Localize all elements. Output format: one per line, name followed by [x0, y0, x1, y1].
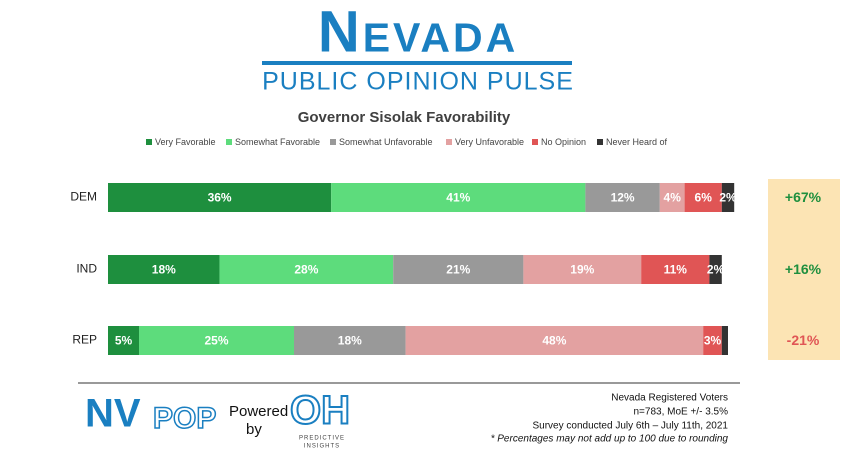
data-label: 2%	[707, 263, 725, 277]
logo-insights: INSIGHTS	[304, 444, 340, 450]
data-label: 6%	[695, 191, 713, 205]
footer-note: * Percentages may not add up to 100 due …	[491, 434, 729, 445]
bar-segment	[294, 326, 406, 355]
logo-powered: Powered	[229, 403, 288, 420]
footer-note: Survey conducted July 6th – July 11th, 2…	[533, 421, 729, 432]
bar-segment	[721, 326, 728, 355]
logo-by: by	[246, 421, 262, 438]
data-label: 12%	[611, 191, 635, 205]
category-label: IND	[76, 262, 97, 276]
bar-segment	[405, 326, 704, 355]
data-label: 41%	[446, 191, 470, 205]
legend-swatch	[597, 139, 603, 145]
data-label: 18%	[338, 334, 362, 348]
bar-segment	[108, 183, 332, 212]
bar-segment	[721, 183, 735, 212]
legend-swatch	[226, 139, 232, 145]
bar-segment	[108, 255, 220, 284]
data-label: 2%	[719, 191, 737, 205]
chart-title: Governor Sisolak Favorability	[298, 109, 511, 126]
data-label: 19%	[570, 263, 594, 277]
category-label: REP	[72, 333, 97, 347]
header-subtitle: PUBLIC OPINION PULSE	[262, 68, 574, 96]
bar-segment	[523, 255, 642, 284]
bar-segment	[709, 255, 722, 284]
header-title: Nevada	[318, 0, 518, 64]
bar-segment	[219, 255, 394, 284]
bar-segment	[108, 326, 139, 355]
footer-note: n=783, MoE +/- 3.5%	[633, 407, 728, 418]
net-box	[768, 179, 840, 360]
legend-label: Never Heard of	[606, 137, 668, 147]
bar-segment	[585, 183, 660, 212]
header-rule	[262, 61, 572, 65]
logo-pop: POP	[153, 402, 216, 435]
legend-label: Somewhat Unfavorable	[339, 137, 433, 147]
category-label: DEM	[70, 190, 97, 204]
data-label: 36%	[208, 191, 232, 205]
bar-segment	[684, 183, 722, 212]
bar-segment	[641, 255, 710, 284]
data-label: 28%	[294, 263, 318, 277]
bar-segment	[331, 183, 586, 212]
data-label: 11%	[664, 263, 688, 277]
net-label: +16%	[785, 261, 822, 277]
data-label: 4%	[664, 191, 682, 205]
net-label: -21%	[787, 332, 820, 348]
data-label: 3%	[704, 334, 722, 348]
legend-label: Somewhat Favorable	[235, 137, 320, 147]
legend-swatch	[532, 139, 538, 145]
data-label: 18%	[152, 263, 176, 277]
bar-segment	[659, 183, 685, 212]
legend-swatch	[330, 139, 336, 145]
footer-note: Nevada Registered Voters	[611, 393, 728, 404]
legend-swatch	[446, 139, 452, 145]
data-label: 25%	[204, 334, 228, 348]
logo-predictive: PREDICTIVE	[299, 436, 345, 442]
bar-segment	[703, 326, 722, 355]
legend-label: No Opinion	[541, 137, 586, 147]
data-label: 21%	[446, 263, 470, 277]
net-label: +67%	[785, 189, 822, 205]
logo-nv: NV	[85, 392, 141, 436]
legend-label: Very Favorable	[155, 137, 216, 147]
logo-oh: OH	[290, 389, 350, 433]
data-label: 5%	[115, 334, 133, 348]
bar-segment	[393, 255, 524, 284]
legend-swatch	[146, 139, 152, 145]
legend-label: Very Unfavorable	[455, 137, 524, 147]
bar-segment	[139, 326, 294, 355]
data-label: 48%	[542, 334, 566, 348]
